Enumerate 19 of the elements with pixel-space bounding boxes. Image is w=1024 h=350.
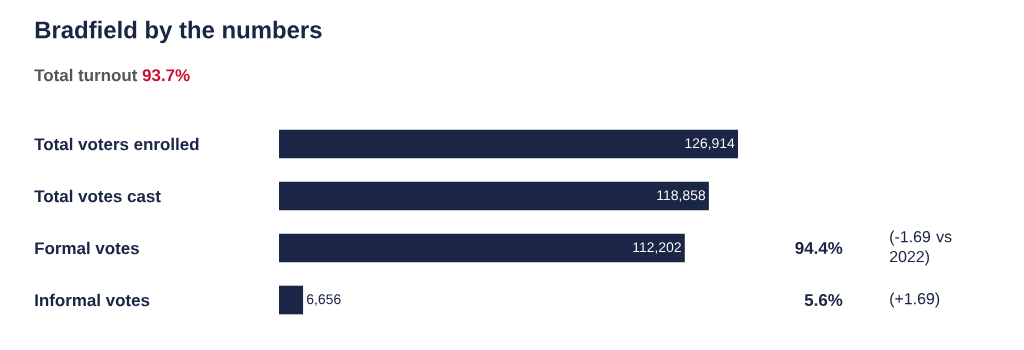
y-tick-label: Total votes cast — [34, 189, 161, 203]
text: 5.6% — [804, 294, 843, 307]
y-tick-label: Formal votes — [35, 241, 139, 255]
bar — [279, 233, 685, 263]
text: (+1.69) — [890, 292, 940, 308]
y-tick-label: Informal votes — [35, 293, 150, 307]
y-tick-label: Total voters enrolled — [34, 137, 199, 151]
bar — [279, 181, 709, 211]
data-label: 6,656 — [306, 294, 341, 306]
chart-title: Bradfield by the numbers — [35, 20, 322, 44]
data-label: 118,858 — [657, 190, 706, 202]
text: (-1.69 vs 2022) — [890, 230, 952, 266]
data-label: 126,914 — [685, 138, 735, 150]
text: 94.4% — [795, 242, 843, 255]
text: 93.7% — [142, 69, 190, 82]
bar — [279, 129, 739, 159]
data-label: 112,202 — [633, 242, 681, 254]
bar — [279, 285, 304, 315]
text: Total turnout — [34, 68, 138, 82]
